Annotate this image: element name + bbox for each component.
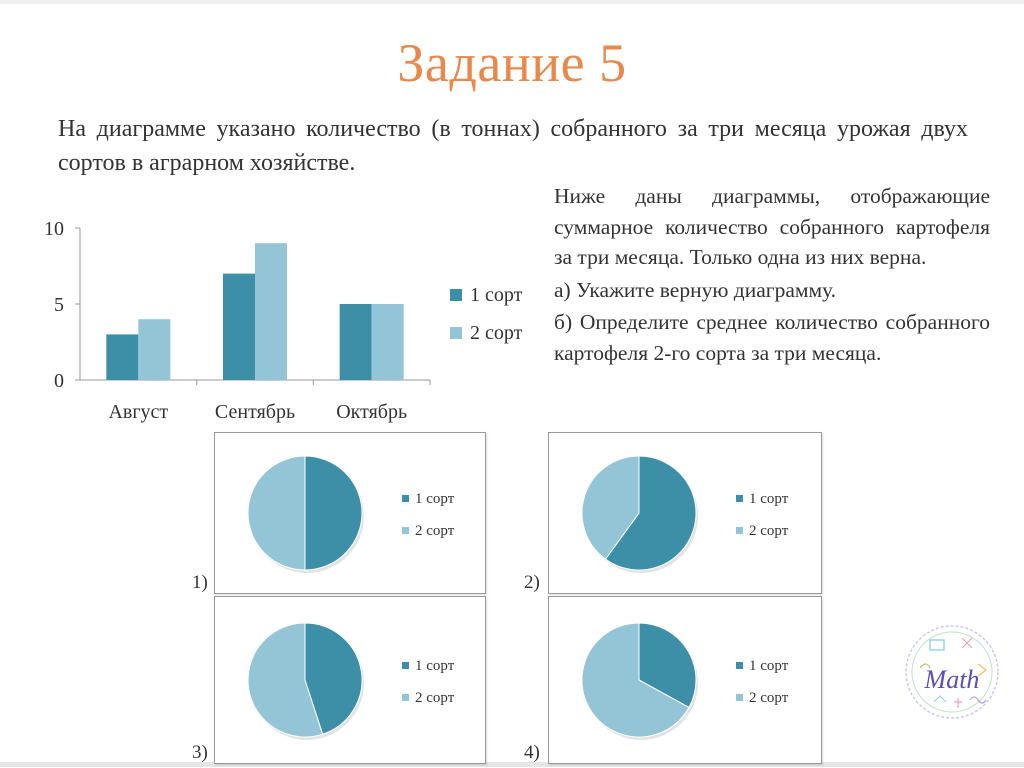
pie-legend-label-1: 1 сорт (415, 658, 455, 674)
bottom-border (0, 762, 1024, 767)
pie-legend-label-1: 1 сорт (749, 658, 789, 674)
pie-chart-1: 1 сорт 2 сорт (247, 455, 455, 573)
bar-1-sort-2 (223, 273, 255, 380)
pie-label-4: 4) (524, 742, 540, 763)
pie-legend-label-2: 2 сорт (749, 523, 789, 539)
question-part-a: а) Укажите верную диаграмму. (554, 277, 837, 302)
y-tick-label: 0 (54, 370, 64, 392)
pie-chart-3: 1 сорт 2 сорт (247, 622, 455, 740)
pie-slice-2 (581, 455, 640, 560)
bar-2-sort-3 (371, 304, 404, 380)
x-tick-label: Сентябрь (215, 401, 295, 423)
logo-text: Math (924, 665, 980, 694)
pie-legend-swatch-2 (736, 527, 743, 534)
y-tick-label: 5 (54, 294, 64, 316)
x-tick-label: Август (108, 401, 168, 423)
y-tick-label: 10 (44, 218, 64, 240)
triangle-icon (933, 695, 947, 703)
x-tick-label: Октябрь (336, 401, 407, 423)
pie-slice-1 (604, 455, 697, 571)
pie-slice-2 (247, 455, 306, 571)
top-border (0, 0, 1024, 4)
pie-chart-box-2: 1 сорт 2 сорт (548, 432, 822, 594)
pie-legend-label-2: 2 сорт (415, 690, 455, 706)
math-logo: Math (905, 625, 999, 719)
pie-label-2: 2) (524, 572, 540, 593)
legend-label-1: 1 сорт (470, 284, 523, 306)
pie-slice-1 (638, 622, 697, 709)
question-text: Ниже даны диаграммы, отображающие суммар… (554, 181, 990, 368)
bar-2-sort-1 (138, 319, 171, 380)
bar-chart: 0 5 10 Август Сентябрь Октябрь 1 сорт 2 сорт (44, 218, 523, 423)
plus-icon (954, 698, 962, 708)
bar-1-sort-3 (339, 304, 372, 380)
pie-slice-2 (247, 622, 324, 738)
bar-2-sort-2 (255, 243, 287, 380)
pie-legend-swatch-1 (402, 662, 409, 669)
pie-label-1: 1) (192, 572, 208, 593)
legend-label-2: 2 сорт (470, 322, 523, 344)
page-title: Задание 5 (397, 33, 627, 93)
question-part-b: б) Определите среднее количество собранн… (554, 310, 990, 365)
wave-icon (969, 696, 987, 704)
pie-slice-1 (304, 455, 363, 571)
pie-legend-label-1: 1 сорт (415, 491, 455, 507)
pie-chart-box-3: 1 сорт 2 сорт (214, 596, 486, 764)
pie-chart-4: 1 сорт 2 сорт (581, 622, 789, 740)
pie-legend-swatch-2 (736, 694, 743, 701)
question-paragraph: Ниже даны диаграммы, отображающие суммар… (554, 184, 990, 269)
pie-legend-swatch-2 (402, 694, 409, 701)
pie-label-3: 3) (192, 742, 208, 763)
calculator-icon (929, 639, 945, 651)
curve-icon (919, 663, 931, 669)
pie-chart-2: 1 сорт 2 сорт (581, 455, 789, 573)
pie-legend-label-2: 2 сорт (415, 523, 455, 539)
pie-legend-label-2: 2 сорт (749, 690, 789, 706)
pie-chart-box-1: 1 сорт 2 сорт (214, 432, 486, 594)
pie-legend-swatch-1 (736, 495, 743, 502)
bar-1-sort-1 (106, 334, 139, 380)
pie-legend-swatch-1 (402, 495, 409, 502)
pie-slice-1 (304, 622, 363, 735)
legend-swatch-1 (450, 289, 462, 301)
angle-icon (977, 663, 987, 677)
intro-text: На диаграмме указано количество (в тонна… (58, 116, 968, 176)
cross-icon (961, 637, 973, 649)
pie-chart-box-4: 1 сорт 2 сорт (548, 596, 822, 764)
pie-slice-2 (581, 622, 690, 738)
pie-legend-swatch-1 (736, 662, 743, 669)
pie-legend-label-1: 1 сорт (749, 491, 789, 507)
legend-swatch-2 (450, 327, 462, 339)
pie-legend-swatch-2 (402, 527, 409, 534)
